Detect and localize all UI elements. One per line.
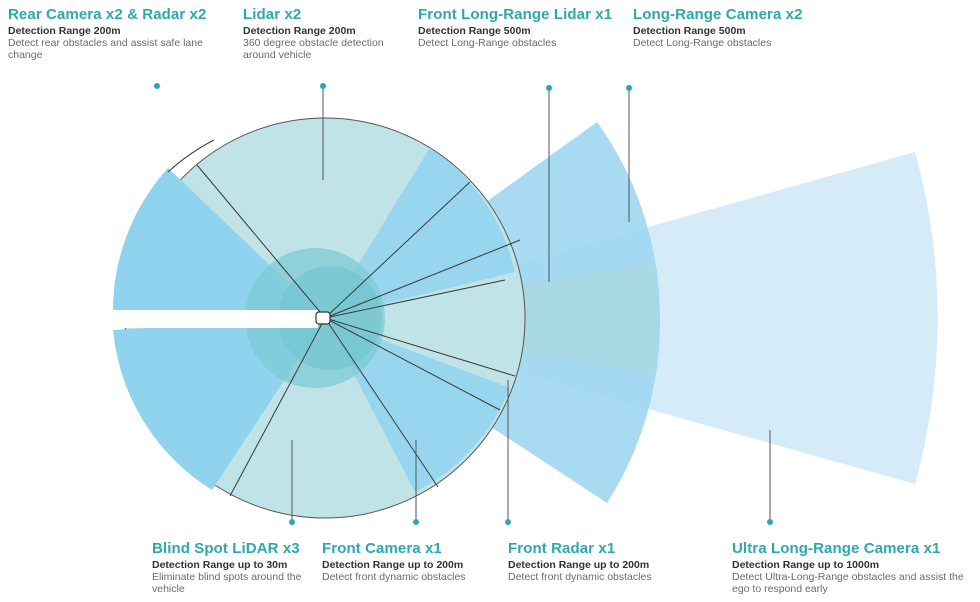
label-rear-range: Detection Range 200m	[8, 25, 121, 38]
label-long-range-camera: Long-Range Camera x2 Detection Range 500…	[633, 6, 833, 49]
label-front-radar: Front Radar x1 Detection Range up to 200…	[508, 540, 678, 583]
ego-vehicle	[315, 311, 331, 325]
label-long-camera-title: Long-Range Camera x2	[633, 6, 803, 23]
front-camera-zone	[325, 318, 510, 492]
label-front-camera-desc: Detect front dynamic obstacles	[322, 571, 466, 584]
label-front-radar-title: Front Radar x1	[508, 540, 616, 557]
label-ultra-camera-title: Ultra Long-Range Camera x1	[732, 540, 941, 557]
label-blind-spot-desc: Eliminate blind spots around the vehicle	[152, 571, 302, 596]
leader-lines	[291, 86, 771, 522]
label-ultra-camera-desc: Detect Ultra-Long-Range obstacles and as…	[732, 571, 964, 596]
label-rear-title: Rear Camera x2 & Radar x2	[8, 6, 207, 23]
label-front-radar-range: Detection Range up to 200m	[508, 559, 650, 572]
label-blind-spot-lidar: Blind Spot LiDAR x3 Detection Range up t…	[152, 540, 312, 595]
label-front-radar-desc: Detect front dynamic obstacles	[508, 571, 652, 584]
label-blind-spot-range: Detection Range up to 30m	[152, 559, 288, 572]
label-ultra-long-range-camera: Ultra Long-Range Camera x1 Detection Ran…	[732, 540, 972, 595]
label-blind-spot-title: Blind Spot LiDAR x3	[152, 540, 300, 557]
label-front-camera-title: Front Camera x1	[322, 540, 442, 557]
label-lidar-desc: 360 degree obstacle detection around veh…	[243, 37, 384, 62]
marker-dots	[154, 83, 773, 525]
label-front-lidar-range: Detection Range 500m	[418, 25, 531, 38]
label-ultra-camera-range: Detection Range up to 1000m	[732, 559, 880, 572]
front-sector-upper	[325, 148, 515, 318]
label-front-camera-range: Detection Range up to 200m	[322, 559, 464, 572]
label-long-camera-desc: Detect Long-Range obstacles	[633, 37, 772, 50]
label-rear-desc: Detect rear obstacles and assist safe la…	[8, 37, 203, 62]
label-front-long-range-lidar: Front Long-Range Lidar x1 Detection Rang…	[418, 6, 628, 49]
label-long-camera-range: Detection Range 500m	[633, 25, 746, 38]
label-front-camera: Front Camera x1 Detection Range up to 20…	[322, 540, 492, 583]
label-lidar-title: Lidar x2	[243, 6, 302, 23]
rear-gap	[110, 310, 318, 328]
label-lidar: Lidar x2 Detection Range 200m 360 degree…	[243, 6, 413, 61]
label-rear-camera-radar: Rear Camera x2 & Radar x2 Detection Rang…	[8, 6, 218, 61]
label-lidar-range: Detection Range 200m	[243, 25, 356, 38]
label-front-lidar-desc: Detect Long-Range obstacles	[418, 37, 557, 50]
label-front-lidar-title: Front Long-Range Lidar x1	[418, 6, 613, 23]
